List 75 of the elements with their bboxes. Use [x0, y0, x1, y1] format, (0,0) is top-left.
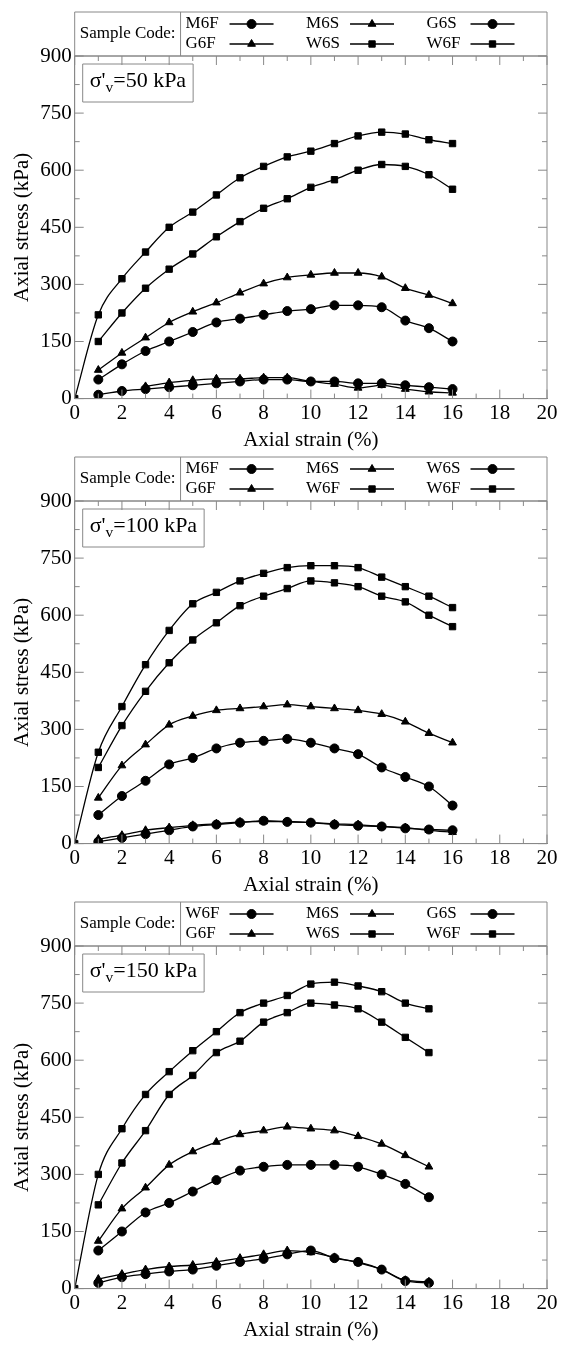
legend-label: W6F	[426, 923, 461, 943]
x-tick-label: 8	[258, 1289, 269, 1314]
y-tick-label: 150	[40, 328, 72, 353]
x-tick-label: 8	[258, 844, 269, 869]
y-tick-label: 150	[40, 1218, 72, 1243]
y-tick-label: 600	[40, 601, 72, 626]
x-tick-label: 6	[211, 1289, 222, 1314]
x-tick-label: 20	[536, 399, 558, 424]
y-tick-label: 450	[40, 658, 72, 683]
x-tick-label: 6	[211, 844, 222, 869]
y-tick-label: 300	[40, 715, 72, 740]
y-tick-label: 750	[40, 989, 72, 1014]
y-tick-label: 900	[40, 932, 72, 957]
x-tick-label: 8	[258, 399, 269, 424]
legend-label: W6S	[306, 33, 341, 53]
x-tick-label: 14	[394, 844, 417, 869]
x-tick-label: 18	[489, 844, 511, 869]
x-axis-title: Axial strain (%)	[243, 871, 379, 896]
x-tick-label: 4	[163, 399, 175, 424]
x-tick-label: 12	[347, 399, 369, 424]
legend-label: W6F	[185, 903, 220, 923]
x-tick-label: 16	[442, 399, 464, 424]
legend-title: Sample Code:	[79, 468, 176, 488]
legend-label: W6S	[426, 458, 461, 478]
y-tick-label: 600	[40, 1046, 72, 1071]
legend-label: W6F	[306, 478, 341, 498]
x-tick-label: 20	[536, 844, 558, 869]
legend-label: W6F	[426, 33, 461, 53]
legend-label: G6S	[426, 13, 457, 33]
x-tick-label: 18	[489, 399, 511, 424]
legend-label: M6S	[306, 903, 340, 923]
x-axis-title: Axial strain (%)	[243, 1316, 379, 1341]
x-tick-label: 14	[394, 1289, 417, 1314]
x-tick-label: 4	[163, 1289, 175, 1314]
legend-label: M6F	[185, 13, 219, 33]
x-axis-title: Axial strain (%)	[243, 426, 379, 451]
x-tick-label: 20	[536, 1289, 558, 1314]
x-tick-label: 16	[442, 844, 464, 869]
y-tick-label: 300	[40, 270, 72, 295]
legend-label: M6S	[306, 458, 340, 478]
legend-label: W6S	[306, 923, 341, 943]
legend-label: M6S	[306, 13, 340, 33]
y-tick-label: 750	[40, 99, 72, 124]
x-tick-label: 16	[442, 1289, 464, 1314]
y-tick-label: 750	[40, 544, 72, 569]
y-axis-title: Axial stress (kPa)	[9, 1042, 34, 1192]
x-tick-label: 10	[300, 844, 322, 869]
legend-label: G6F	[185, 923, 216, 943]
legend-label: G6F	[185, 478, 216, 498]
y-tick-label: 900	[40, 42, 72, 67]
y-axis-title: Axial stress (kPa)	[9, 152, 34, 302]
x-tick-label: 6	[211, 399, 222, 424]
y-tick-label: 150	[40, 773, 72, 798]
legend-label: G6S	[426, 903, 457, 923]
x-tick-label: 2	[116, 844, 128, 869]
x-tick-label: 18	[489, 1289, 511, 1314]
legend-label: M6F	[185, 458, 219, 478]
y-tick-label: 600	[40, 156, 72, 181]
legend-title: Sample Code:	[79, 23, 176, 43]
legend-label: W6F	[426, 478, 461, 498]
y-tick-label: 450	[40, 213, 72, 238]
y-tick-label: 300	[40, 1160, 72, 1185]
x-tick-label: 2	[116, 399, 128, 424]
y-tick-label: 450	[40, 1103, 72, 1128]
x-tick-label: 10	[300, 1289, 322, 1314]
x-tick-label: 4	[163, 844, 175, 869]
legend-label: G6F	[185, 33, 216, 53]
x-tick-label: 12	[347, 844, 369, 869]
x-tick-label: 2	[116, 1289, 128, 1314]
legend-title: Sample Code:	[79, 913, 176, 933]
y-tick-label: 900	[40, 487, 72, 512]
y-axis-title: Axial stress (kPa)	[9, 597, 34, 747]
x-tick-label: 12	[347, 1289, 369, 1314]
x-tick-label: 10	[300, 399, 322, 424]
x-tick-label: 14	[394, 399, 417, 424]
